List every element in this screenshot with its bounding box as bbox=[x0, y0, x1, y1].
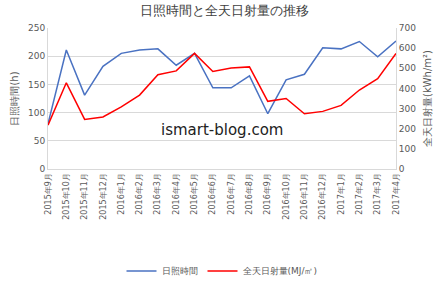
svg-text:2017年3月: 2017年3月 bbox=[373, 173, 382, 214]
svg-text:全天日射量(kWh/m²): 全天日射量(kWh/m²) bbox=[422, 50, 433, 147]
svg-text:2015年11月: 2015年11月 bbox=[80, 173, 89, 220]
svg-text:2016年2月: 2016年2月 bbox=[135, 173, 144, 214]
svg-text:700: 700 bbox=[399, 23, 416, 33]
svg-text:600: 600 bbox=[399, 43, 416, 53]
svg-text:2016年11月: 2016年11月 bbox=[300, 173, 309, 220]
svg-text:2016年4月: 2016年4月 bbox=[172, 173, 181, 214]
svg-text:100: 100 bbox=[28, 108, 45, 118]
svg-text:200: 200 bbox=[399, 124, 416, 134]
svg-text:2016年10月: 2016年10月 bbox=[282, 173, 291, 220]
svg-text:2015年9月: 2015年9月 bbox=[44, 173, 53, 214]
svg-text:250: 250 bbox=[28, 23, 45, 33]
svg-text:2016年7月: 2016年7月 bbox=[227, 173, 236, 214]
svg-text:2017年2月: 2017年2月 bbox=[355, 173, 364, 214]
svg-text:日照時間: 日照時間 bbox=[162, 266, 198, 276]
svg-text:日照時間と全天日射量の推移: 日照時間と全天日射量の推移 bbox=[140, 3, 309, 18]
svg-text:200: 200 bbox=[28, 51, 45, 61]
svg-text:2015年12月: 2015年12月 bbox=[99, 173, 108, 220]
svg-text:500: 500 bbox=[399, 63, 416, 73]
svg-text:2016年6月: 2016年6月 bbox=[208, 173, 217, 214]
svg-text:50: 50 bbox=[34, 136, 46, 146]
svg-text:2017年1月: 2017年1月 bbox=[337, 173, 346, 214]
svg-text:2016年5月: 2016年5月 bbox=[190, 173, 199, 214]
svg-text:0: 0 bbox=[399, 164, 405, 174]
svg-text:2016年8月: 2016年8月 bbox=[245, 173, 254, 214]
svg-text:2017年4月: 2017年4月 bbox=[392, 173, 401, 214]
svg-text:300: 300 bbox=[399, 104, 416, 114]
svg-text:100: 100 bbox=[399, 144, 416, 154]
svg-text:2016年3月: 2016年3月 bbox=[153, 173, 162, 214]
svg-text:ismart-blog.com: ismart-blog.com bbox=[161, 121, 283, 139]
svg-text:150: 150 bbox=[28, 80, 45, 90]
svg-text:2016年1月: 2016年1月 bbox=[117, 173, 126, 214]
svg-text:2015年10月: 2015年10月 bbox=[62, 173, 71, 220]
svg-text:0: 0 bbox=[39, 164, 45, 174]
svg-text:400: 400 bbox=[399, 84, 416, 94]
svg-text:日照時間(h): 日照時間(h) bbox=[9, 71, 20, 125]
svg-text:全天日射量(MJ/㎡): 全天日射量(MJ/㎡) bbox=[243, 266, 317, 276]
svg-text:2016年9月: 2016年9月 bbox=[263, 173, 272, 214]
svg-text:2016年12月: 2016年12月 bbox=[318, 173, 327, 220]
